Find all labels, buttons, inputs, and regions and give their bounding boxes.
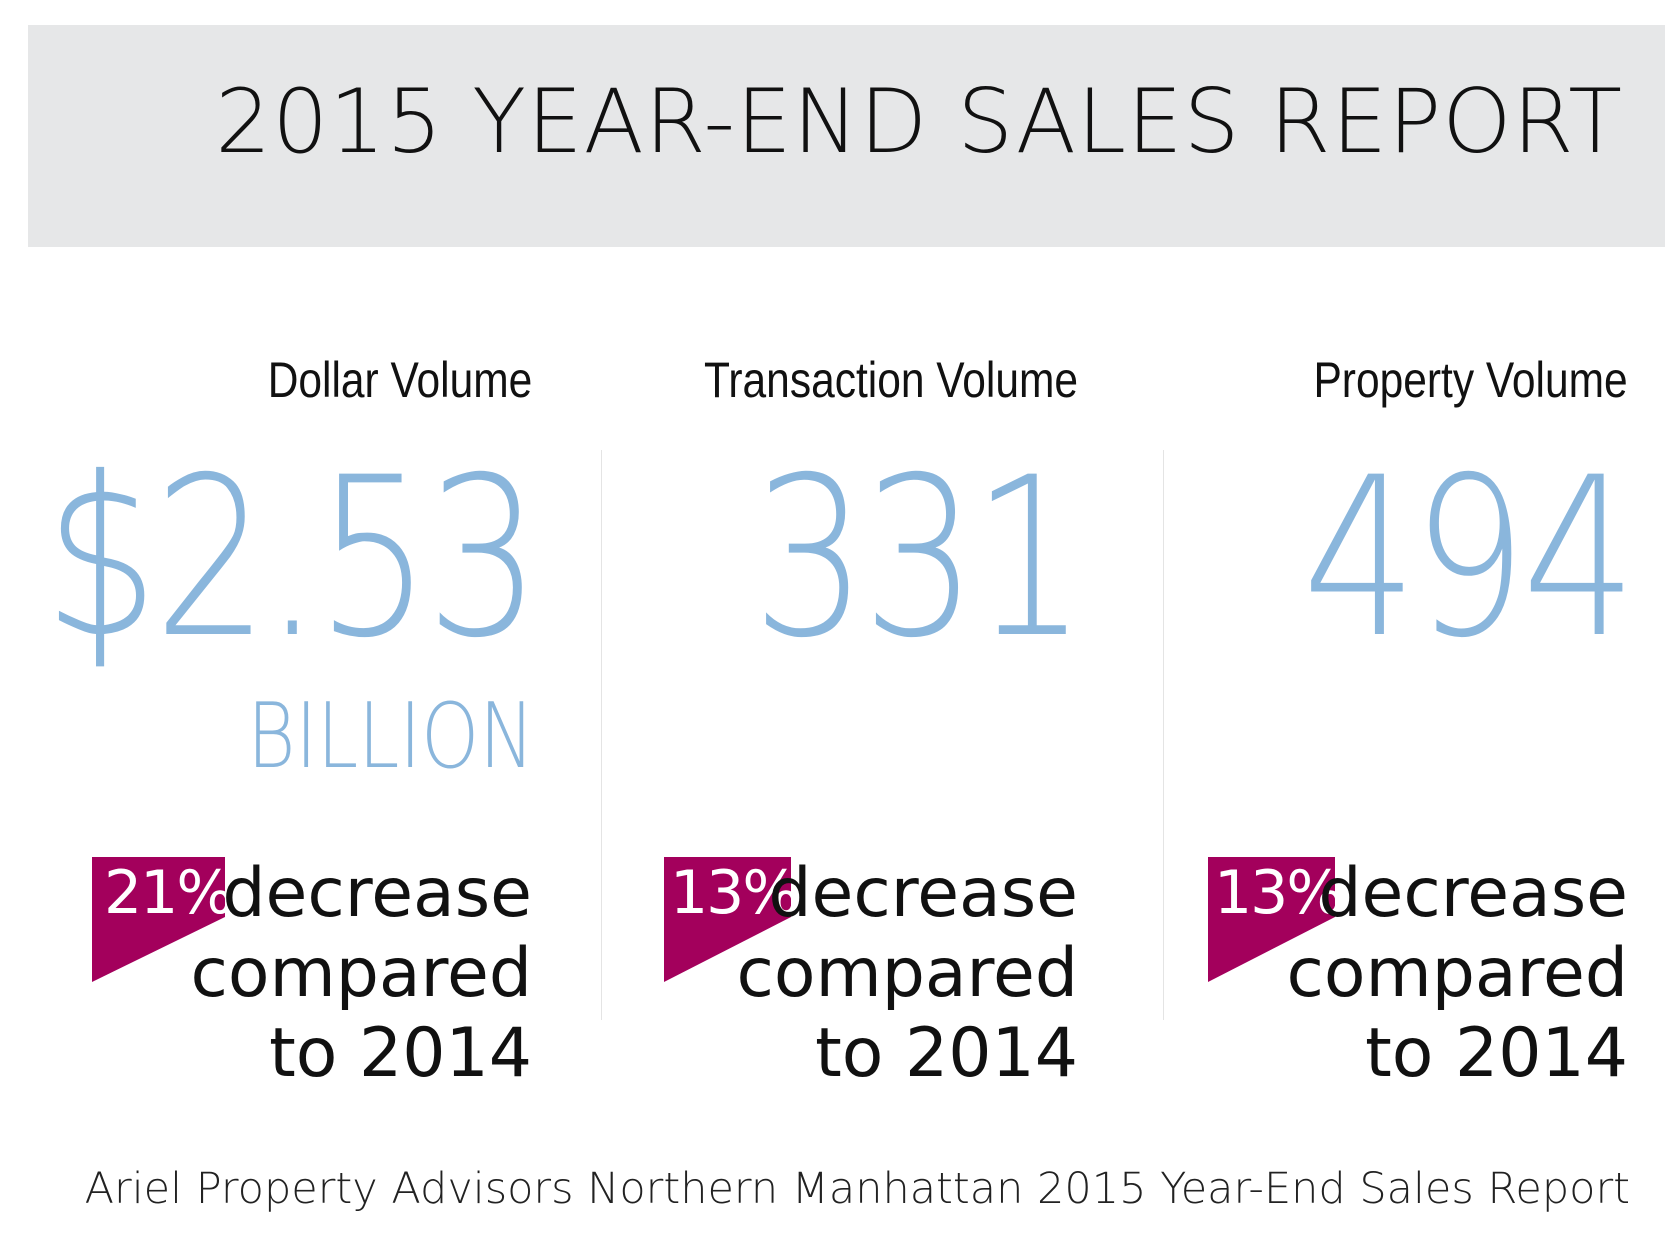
change-compared: compared <box>190 934 532 1013</box>
column-divider-2 <box>1163 450 1164 1020</box>
change-percent: 21% <box>104 858 233 928</box>
column-divider-1 <box>601 450 602 1020</box>
source-footer: Ariel Property Advisors Northern Manhatt… <box>84 1164 1630 1214</box>
flag-shape <box>92 857 225 982</box>
metric-transaction-volume: Transaction Volume 331 13% decrease comp… <box>638 0 1087 1249</box>
flag-shape <box>664 857 791 982</box>
change-compared: compared <box>736 934 1078 1013</box>
metric-value: 494 <box>1302 430 1636 686</box>
change-flag: 21% <box>92 857 233 982</box>
change-word: decrease <box>768 854 1078 933</box>
change-block: 21% decrease compared to 2014 <box>92 852 532 1092</box>
change-reference-year: to 2014 <box>1365 1014 1628 1093</box>
change-flag: 13% <box>1208 857 1343 982</box>
change-percent: 13% <box>670 858 799 928</box>
header-band <box>28 25 1665 247</box>
change-block: 13% decrease compared to 2014 <box>638 852 1078 1092</box>
change-percent: 13% <box>1214 858 1343 928</box>
change-reference-year: to 2014 <box>815 1014 1078 1093</box>
metric-dollar-volume: Dollar Volume $2.53 BILLION 21% decrease… <box>44 0 541 1249</box>
flag-shape <box>1208 857 1335 982</box>
metric-unit: BILLION <box>246 684 534 789</box>
metric-property-volume: Property Volume 494 13% decrease compare… <box>1188 0 1637 1249</box>
change-flag: 13% <box>664 857 799 982</box>
metric-label: Transaction Volume <box>703 352 1078 408</box>
metric-value: 331 <box>752 430 1086 686</box>
page-title: 2015 YEAR-END SALES REPORT <box>215 70 1623 173</box>
change-compared: compared <box>1286 934 1628 1013</box>
metric-label: Property Volume <box>1313 352 1628 408</box>
change-word: decrease <box>222 854 532 933</box>
metric-value: $2.53 <box>44 430 541 686</box>
metric-label: Dollar Volume <box>267 352 532 408</box>
change-block: 13% decrease compared to 2014 <box>1188 852 1628 1092</box>
change-reference-year: to 2014 <box>269 1014 532 1093</box>
change-word: decrease <box>1318 854 1628 933</box>
